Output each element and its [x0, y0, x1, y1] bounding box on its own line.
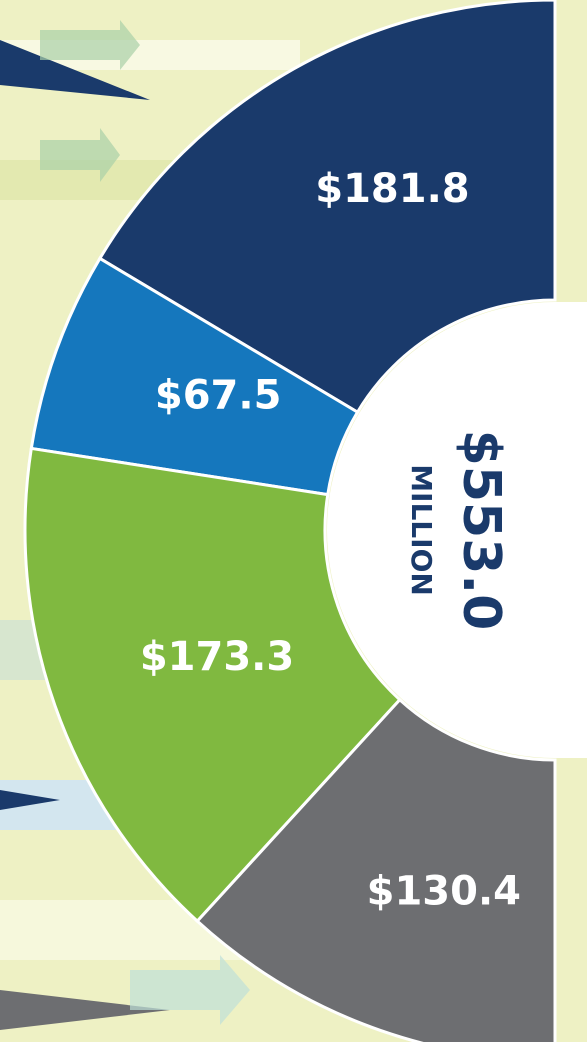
value-label: $67.5 — [155, 373, 282, 419]
center-hole-extension — [555, 302, 587, 758]
value-label: $181.8 — [315, 166, 469, 212]
page: {"chart_data": {"type": "donut", "values… — [0, 0, 587, 1042]
value-label: $173.3 — [140, 634, 294, 680]
center-total: $553.0 — [451, 430, 511, 631]
value-label: $130.4 — [367, 869, 521, 915]
chart: $181.8 $67.5 $173.3 $130.4 $553.0 MILLION — [0, 0, 587, 1042]
center-unit: MILLION — [405, 464, 438, 596]
